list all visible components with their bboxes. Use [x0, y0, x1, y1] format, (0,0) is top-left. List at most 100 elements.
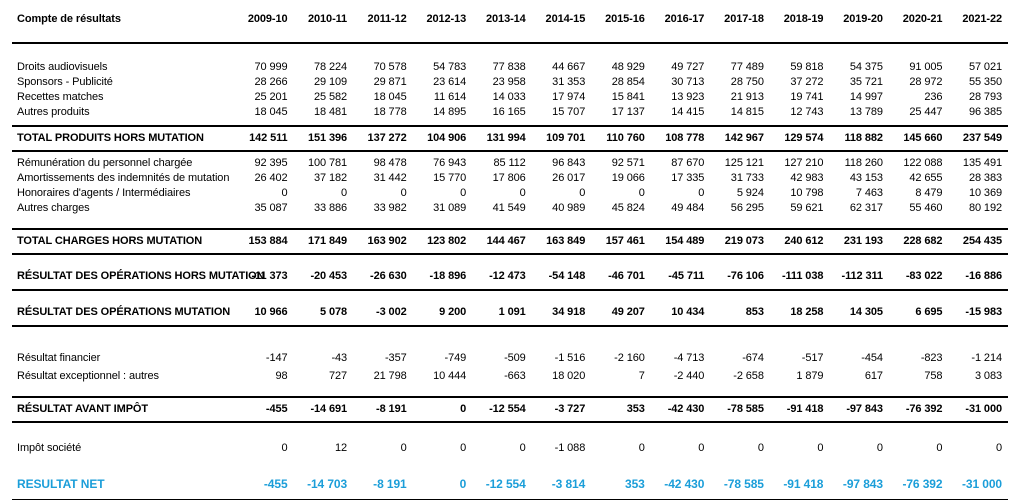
cell-value: -517	[801, 352, 824, 364]
cell-value: 18 020	[552, 370, 586, 382]
cell-value: 0	[519, 442, 526, 454]
cell-value: -823	[920, 352, 943, 364]
cell-value: 617	[864, 370, 883, 382]
table-row: Honoraires d'agents / Intermédiaires 0 0 0 0…	[12, 186, 1008, 201]
cell-value: 5 924	[736, 187, 764, 199]
cell-value: 14 895	[433, 106, 467, 118]
table-row: RÉSULTAT AVANT IMPÔT -455 -14 691 -8 191 0 -1…	[12, 396, 1008, 423]
cell-value: 163 902	[367, 235, 407, 247]
cell-value: -54 148	[548, 270, 586, 282]
cell-value: 37 272	[790, 76, 824, 88]
cell-value: 13 789	[849, 106, 883, 118]
cell-value: -78 585	[723, 477, 764, 491]
cell-value: 10 966	[254, 306, 288, 318]
cell-value: 85 112	[493, 157, 526, 169]
table-row: Résultat financier -147 -43 -357 -749 -509 -1 …	[12, 351, 1008, 366]
year-column-header: 2013-14	[486, 13, 526, 25]
cell-value: 123 802	[427, 235, 467, 247]
cell-value: 1 879	[796, 370, 824, 382]
cell-value: 56 295	[730, 202, 764, 214]
year-column-header: 2015-16	[605, 13, 645, 25]
cell-value: 0	[519, 187, 526, 199]
cell-value: 62 317	[849, 202, 883, 214]
cell-value: 26 402	[254, 172, 288, 184]
cell-value: 240 612	[784, 235, 824, 247]
year-column-header: 2016-17	[664, 13, 705, 25]
cell-value: 10 798	[790, 187, 824, 199]
cell-value: 154 489	[665, 235, 705, 247]
cell-value: -112 311	[841, 270, 884, 282]
year-column-header: 2012-13	[426, 13, 467, 25]
cell-value: 18 778	[373, 106, 407, 118]
cell-value: -454	[861, 352, 883, 364]
cell-value: 0	[876, 442, 883, 454]
cell-value: 231 193	[843, 235, 883, 247]
row-label: RÉSULTAT DES OPÉRATIONS MUTATION	[17, 306, 231, 318]
cell-value: 7 463	[855, 187, 883, 199]
cell-value: -97 843	[842, 477, 883, 491]
cell-value: 353	[626, 403, 645, 415]
cell-value: 29 109	[314, 76, 348, 88]
cell-value: 17 974	[552, 91, 586, 103]
cell-value: 35 087	[254, 202, 288, 214]
cell-value: 28 383	[968, 172, 1002, 184]
cell-value: 44 667	[552, 61, 586, 73]
cell-value: 0	[281, 442, 288, 454]
cell-value: 163 849	[546, 235, 586, 247]
cell-value: 727	[329, 370, 348, 382]
cell-value: 17 137	[611, 106, 645, 118]
cell-value: 43 153	[849, 172, 883, 184]
row-label: RÉSULTAT AVANT IMPÔT	[17, 403, 149, 415]
year-column-header: 2011-12	[367, 13, 407, 25]
cell-value: 254 435	[962, 235, 1002, 247]
cell-value: 219 073	[724, 235, 764, 247]
cell-value: 49 727	[671, 61, 705, 73]
cell-value: 92 571	[611, 157, 645, 169]
cell-value: 129 574	[784, 132, 824, 144]
cell-value: 41 549	[492, 202, 526, 214]
cell-value: -91 418	[783, 477, 824, 491]
row-label: RESULTAT NET	[17, 477, 105, 491]
cell-value: 87 670	[671, 157, 705, 169]
cell-value: 0	[459, 477, 467, 491]
cell-value: 18 045	[254, 106, 288, 118]
cell-value: 125 121	[724, 157, 764, 169]
cell-value: 37 182	[314, 172, 348, 184]
cell-value: 142 967	[724, 132, 764, 144]
cell-value: -12 554	[485, 477, 526, 491]
cell-value: 42 655	[909, 172, 943, 184]
cell-value: 137 272	[367, 132, 407, 144]
table-body: Droits audiovisuels 70 999 78 224 70 578 54 …	[12, 60, 1008, 500]
cell-value: 1 091	[498, 306, 526, 318]
cell-value: 153 884	[248, 235, 288, 247]
cell-value: -749	[444, 352, 467, 364]
cell-value: -46 701	[608, 270, 645, 282]
cell-value: 118 260	[844, 157, 883, 169]
row-label: Recettes matches	[17, 91, 104, 103]
cell-value: 12	[335, 442, 348, 454]
table-row: Autres charges 35 087 33 886 33 982 31 089 41…	[12, 201, 1008, 216]
cell-value: 34 918	[552, 306, 586, 318]
row-label: TOTAL PRODUITS HORS MUTATION	[17, 132, 204, 144]
cell-value: 25 201	[254, 91, 288, 103]
cell-value: 28 793	[968, 91, 1002, 103]
row-label: TOTAL CHARGES HORS MUTATION	[17, 235, 203, 247]
cell-value: -31 000	[961, 477, 1002, 491]
cell-value: 42 983	[790, 172, 824, 184]
cell-value: 35 721	[849, 76, 883, 88]
cell-value: -2 658	[733, 370, 764, 382]
cell-value: 0	[757, 442, 764, 454]
cell-value: -18 896	[429, 270, 467, 282]
cell-value: 15 770	[433, 172, 467, 184]
table-title: Compte de résultats	[17, 13, 121, 25]
cell-value: 0	[460, 187, 467, 199]
cell-value: 8 479	[915, 187, 943, 199]
cell-value: 127 210	[784, 157, 824, 169]
cell-value: 55 350	[968, 76, 1002, 88]
cell-value: 237 549	[962, 132, 1002, 144]
cell-value: -83 022	[905, 270, 943, 282]
cell-value: -12 473	[489, 270, 526, 282]
cell-value: 10 434	[671, 306, 705, 318]
cell-value: 0	[638, 187, 645, 199]
